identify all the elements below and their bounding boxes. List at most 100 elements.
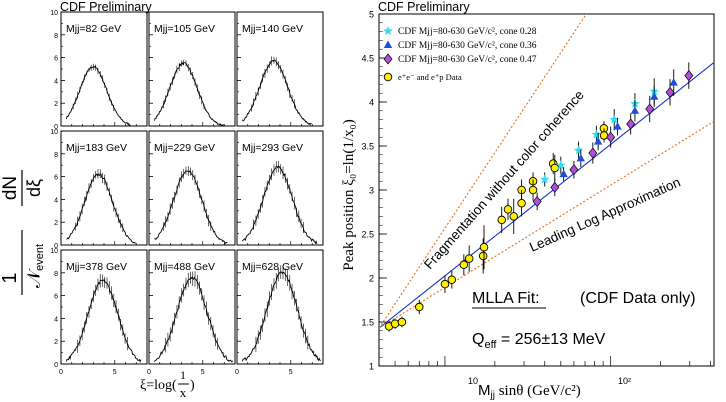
y-tick-label: 4.5	[361, 54, 374, 64]
subpanel-label: Mjj=229 GeV	[154, 142, 215, 154]
plot-area	[379, 14, 714, 332]
x-tick-label: 5	[201, 369, 205, 376]
y-tick-label: 8	[54, 152, 58, 159]
distribution-curve	[153, 61, 224, 127]
y-tick-label: 1	[369, 362, 374, 372]
left-xlabel-close: )	[190, 378, 195, 393]
series-triangle	[559, 69, 678, 182]
subpanel-8: 0 5 Mjj=488 GeV	[147, 249, 236, 376]
distribution-curve	[65, 65, 131, 126]
distribution-curve	[241, 271, 321, 362]
data-point	[509, 212, 518, 221]
subpanel-label: Mjj=140 GeV	[242, 23, 303, 35]
data-point	[559, 169, 568, 178]
data-point	[588, 147, 598, 159]
left-header: CDF Preliminary	[60, 0, 152, 14]
legend-label: CDF Mjj=80-630 GeV/c², cone 0.36	[398, 41, 537, 51]
series-diamond	[532, 62, 694, 211]
data-point	[447, 275, 457, 285]
distribution-curve	[154, 170, 228, 245]
y-tick-label: 2.5	[361, 230, 374, 240]
data-point	[684, 70, 694, 82]
right-header: CDF Preliminary	[378, 0, 470, 14]
left-ylabel-frac-num: 1	[0, 272, 21, 283]
subpanel-7: 0 2 4 6 8 10 0 5 Mjj=378 GeV	[50, 248, 148, 376]
x-tick-label: 5	[113, 369, 117, 376]
distribution-curve	[242, 59, 312, 126]
y-tick-label: 3	[369, 186, 374, 196]
annotation-lower-line: Leading Log Approximation	[527, 174, 683, 254]
data-point	[645, 103, 655, 115]
data-point	[383, 72, 393, 82]
distribution-curve	[242, 165, 318, 245]
qeff-text: Qeff = 256±13 MeV	[472, 331, 606, 351]
data-point	[591, 129, 602, 139]
subpanel-4: 0 2 4 6 8 10 Mjj=183 GeV	[50, 129, 148, 250]
y-tick-label: 1.5	[361, 318, 374, 328]
left-xlabel-main: ξ=log(	[140, 378, 177, 393]
data-point	[459, 260, 469, 270]
data-point	[383, 53, 393, 65]
data-point	[528, 185, 538, 195]
series-circle	[384, 121, 609, 332]
data-point	[383, 26, 393, 35]
data-point	[478, 251, 488, 261]
subpanel-5: Mjj=229 GeV	[148, 130, 236, 246]
y-tick-label: 6	[54, 56, 58, 63]
data-point	[665, 86, 675, 98]
right-xlabel-text: Mjj sinθ (GeV/c²)	[478, 382, 581, 401]
data-point	[383, 40, 393, 48]
subpanel-2: Mjj=105 GeV	[148, 11, 236, 127]
data-point	[669, 78, 678, 86]
y-tick-label: 10	[50, 10, 58, 17]
data-point	[550, 181, 560, 193]
distribution-curve	[65, 279, 142, 363]
y-tick-label: 2	[54, 101, 58, 108]
y-tick-label: 10	[50, 248, 58, 255]
y-tick-label: 0	[54, 362, 58, 369]
data-point	[599, 131, 609, 140]
fit-title: MLLA Fit:	[472, 290, 540, 307]
distribution-curve	[66, 172, 136, 244]
subpanel-label: Mjj=378 GeV	[66, 261, 127, 273]
subpanel-label: Mjj=105 GeV	[154, 23, 215, 35]
small-multiples: 0 2 4 6 8 10 Mjj=82 GeV Mjj=105 GeV Mjj=140 GeV 0…	[50, 10, 324, 376]
right-plot: 1 1.5 2 2.5 3 3.5 4 4.5 5	[361, 10, 715, 372]
subpanel-label: Mjj=628 GeV	[242, 261, 303, 273]
left-ylabel-frac-den: 𝒩event	[24, 244, 46, 288]
data-point	[576, 153, 585, 162]
y-tick-label: 4	[54, 78, 58, 85]
data-point	[649, 92, 659, 100]
fit-note: (CDF Data only)	[580, 290, 696, 307]
reference-line	[379, 14, 587, 329]
right-xlabel-10: 10	[468, 376, 478, 386]
data-point	[517, 198, 526, 208]
legend-label: e⁺e⁻ and e⁺p Data	[398, 72, 462, 82]
y-tick-label: 3.5	[361, 142, 374, 152]
subpanel-label: Mjj=293 GeV	[242, 142, 303, 154]
y-tick-label: 0	[54, 124, 58, 131]
data-point	[479, 242, 489, 252]
subpanel-6: Mjj=293 GeV	[236, 130, 324, 246]
y-tick-label: 2	[369, 274, 374, 284]
subpanel-label: Mjj=183 GeV	[66, 142, 127, 154]
fit-line	[379, 61, 714, 329]
y-tick-label: 0	[54, 243, 58, 250]
y-tick-label: 6	[54, 294, 58, 301]
data-point	[609, 114, 619, 124]
x-tick-label: 5	[289, 369, 293, 376]
y-tick-label: 10	[50, 129, 58, 136]
y-tick-label: 4	[369, 98, 374, 108]
reference-line	[379, 120, 714, 329]
x-tick-label: 0	[59, 369, 63, 376]
right-xlabel: 10 10² Mjj sinθ (GeV/c²)	[468, 376, 631, 401]
subpanel-1: 0 2 4 6 8 10 Mjj=82 GeV	[50, 10, 148, 131]
right-xlabel-100: 10²	[618, 376, 631, 386]
data-point	[606, 131, 616, 143]
data-point	[464, 254, 474, 263]
data-point	[440, 279, 450, 289]
subpanel-label: Mjj=488 GeV	[154, 261, 215, 273]
data-point	[540, 174, 550, 184]
data-point	[503, 205, 513, 214]
